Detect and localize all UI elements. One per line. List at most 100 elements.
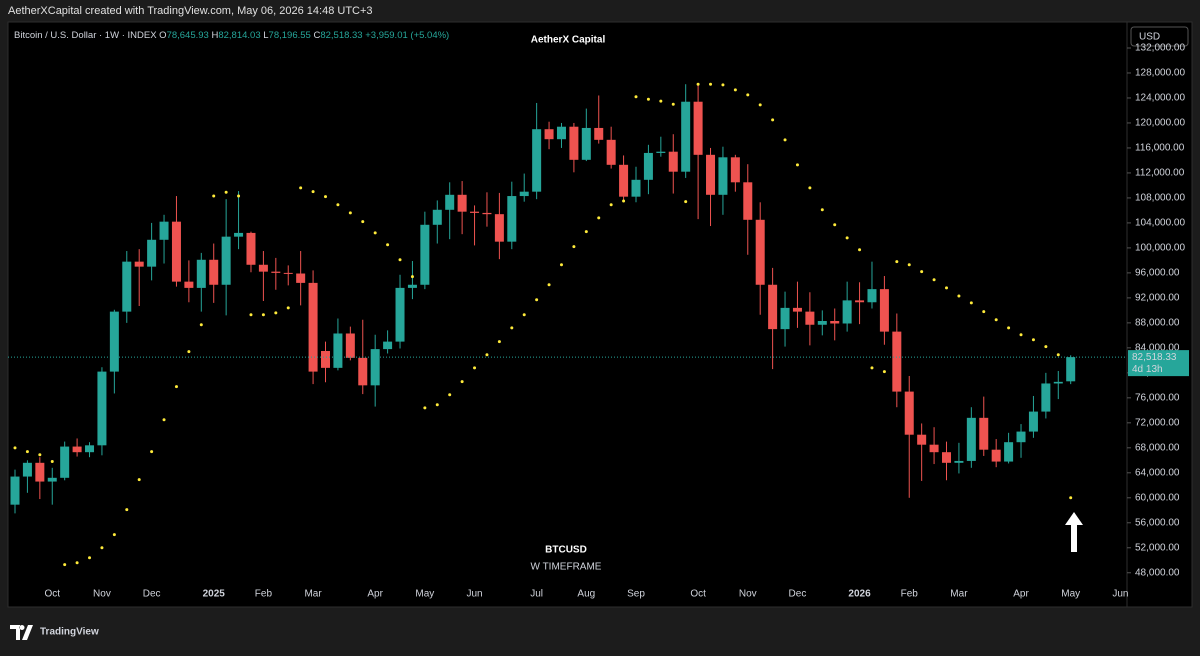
- legend-c-label: C: [313, 30, 320, 41]
- candle-body: [780, 307, 790, 330]
- y-tick-label: 96,000.00: [1135, 268, 1180, 279]
- candle-body: [917, 434, 927, 445]
- currency-button[interactable]: [1130, 26, 1189, 47]
- psar-dot: [1007, 326, 1011, 330]
- psar-dot: [286, 306, 290, 310]
- psar-dot: [622, 199, 626, 203]
- candle-body: [954, 460, 964, 463]
- psar-dot: [348, 211, 352, 215]
- candle-body: [457, 194, 467, 212]
- currency: USD: [1139, 32, 1160, 43]
- psar-dot: [137, 478, 141, 482]
- psar-dot: [75, 561, 79, 565]
- candle-body: [755, 219, 765, 285]
- psar-dot: [833, 223, 837, 227]
- psar-dot: [249, 313, 253, 317]
- x-tick-label: Jul: [530, 589, 543, 600]
- last-price-label: 82,518.33: [1132, 352, 1177, 363]
- y-tick-label: 92,000.00: [1135, 293, 1180, 304]
- psar-dot: [237, 194, 241, 198]
- psar-dot: [199, 323, 203, 327]
- psar-dot: [758, 103, 762, 107]
- psar-dot: [907, 263, 911, 267]
- y-tick-label: 48,000.00: [1135, 567, 1180, 578]
- psar-dot: [1019, 333, 1023, 337]
- x-tick-label: Jun: [1112, 589, 1128, 600]
- psar-dot: [870, 366, 874, 370]
- candle-body: [345, 333, 355, 358]
- psar-dot: [634, 95, 638, 99]
- candle-body: [60, 446, 70, 478]
- psar-dot: [646, 97, 650, 101]
- candle-body: [581, 127, 591, 160]
- x-tick-label: Feb: [255, 589, 273, 600]
- candle-body: [830, 320, 840, 324]
- psar-dot: [994, 318, 998, 322]
- legend-low: 78,196.55: [269, 30, 311, 41]
- psar-dot: [261, 313, 265, 317]
- legend-open: 78,645.93: [167, 30, 209, 41]
- legend-high: 82,814.03: [218, 30, 260, 41]
- candle-body: [72, 446, 82, 453]
- candle-body: [209, 259, 219, 285]
- psar-dot: [820, 208, 824, 212]
- psar-dot: [957, 294, 961, 298]
- psar-dot: [547, 283, 551, 287]
- candle-body: [507, 196, 517, 242]
- x-tick-label: Sep: [627, 589, 645, 600]
- psar-dot: [274, 311, 278, 315]
- legend-symbol: Bitcoin / U.S. Dollar · 1W · INDEX: [14, 30, 157, 41]
- psar-dot: [733, 88, 737, 92]
- candle-body: [519, 191, 529, 197]
- attribution: AetherXCapital created with TradingView.…: [8, 5, 373, 17]
- candle-body: [271, 271, 281, 273]
- y-tick-label: 128,000.00: [1135, 68, 1185, 79]
- candle-body: [979, 417, 989, 450]
- y-tick-label: 60,000.00: [1135, 492, 1180, 503]
- x-tick-label: Jun: [466, 589, 482, 600]
- psar-dot: [920, 270, 924, 274]
- psar-dot: [448, 393, 452, 397]
- psar-dot: [88, 556, 92, 560]
- y-tick-label: 104,000.00: [1135, 218, 1185, 229]
- last-price-tag: [1128, 350, 1189, 377]
- psar-dot: [13, 446, 17, 450]
- psar-dot: [535, 298, 539, 302]
- x-tick-label: Mar: [304, 589, 322, 600]
- psar-dot: [187, 350, 191, 354]
- candle-body: [283, 272, 293, 274]
- legend-l-label: L: [263, 30, 268, 41]
- y-tick-label: 76,000.00: [1135, 392, 1180, 403]
- y-tick-label: 88,000.00: [1135, 318, 1180, 329]
- candle-body: [991, 449, 1001, 462]
- psar-dot: [212, 194, 216, 198]
- psar-dot: [38, 453, 42, 457]
- candle-body: [668, 151, 678, 172]
- y-tick-label: 112,000.00: [1135, 168, 1185, 179]
- psar-dot: [709, 82, 713, 86]
- candle-body: [420, 224, 430, 285]
- x-tick-label: May: [415, 589, 434, 600]
- candle-body: [1066, 357, 1076, 382]
- x-tick-label: 2026: [848, 589, 871, 600]
- y-tick-label: 56,000.00: [1135, 517, 1180, 528]
- candle-body: [395, 287, 405, 342]
- x-tick-label: 2025: [203, 589, 226, 600]
- psar-dot: [460, 380, 464, 384]
- candle-body: [308, 282, 318, 372]
- candle-body: [730, 157, 740, 183]
- candle-body: [879, 289, 889, 332]
- psar-dot: [771, 118, 775, 122]
- candle-body: [258, 264, 268, 272]
- candle-body: [643, 152, 653, 180]
- candle-body: [370, 349, 380, 386]
- candle-body: [718, 157, 728, 195]
- candle-body: [333, 333, 343, 368]
- x-tick-label: Dec: [143, 589, 161, 600]
- x-tick-label: Dec: [789, 589, 807, 600]
- candle-body: [85, 445, 95, 453]
- psar-dot: [845, 236, 849, 240]
- x-tick-label: Apr: [1013, 589, 1029, 600]
- psar-dot: [435, 403, 439, 407]
- psar-dot: [609, 203, 613, 207]
